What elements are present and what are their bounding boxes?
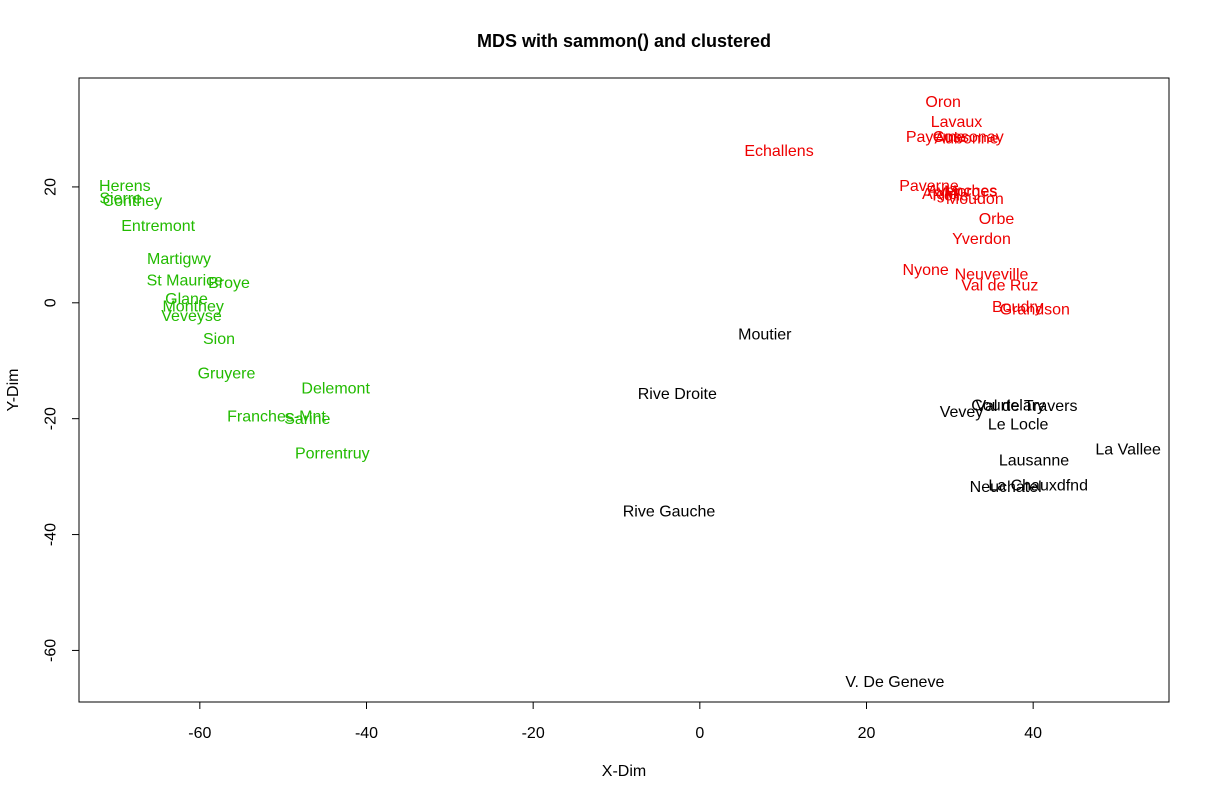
x-tick-label: 40 bbox=[1024, 725, 1042, 742]
point-label: La Vallee bbox=[1095, 441, 1161, 458]
point-label: Glane bbox=[165, 291, 208, 308]
y-tick-label: 0 bbox=[43, 298, 60, 307]
point-label: Gruyere bbox=[198, 366, 256, 383]
point-label: Monthey bbox=[162, 298, 223, 315]
point-label: Payerne bbox=[906, 129, 966, 146]
point-label: Boudry bbox=[992, 299, 1043, 316]
x-tick-label: -40 bbox=[355, 725, 378, 742]
point-label: Morges bbox=[944, 184, 997, 201]
point-label: La Chauxdfnd bbox=[988, 477, 1088, 494]
point-label: Le Locle bbox=[988, 417, 1049, 434]
y-tick-label: 20 bbox=[43, 178, 60, 196]
point-label: Moutier bbox=[738, 327, 792, 344]
point-label: Val de Ruz bbox=[961, 278, 1038, 295]
point-label: Sierre bbox=[99, 191, 142, 208]
chart-title: MDS with sammon() and clustered bbox=[477, 31, 771, 51]
y-axis-label: Y-Dim bbox=[5, 369, 22, 412]
plot-frame bbox=[78, 77, 1170, 703]
point-label: Vevey bbox=[940, 404, 984, 421]
point-label: Lavaux bbox=[931, 114, 983, 131]
point-label: Rive Gauche bbox=[623, 503, 716, 520]
x-tick-label: 0 bbox=[695, 725, 704, 742]
point-label: V. De Geneve bbox=[845, 674, 944, 691]
point-label: Paverne bbox=[899, 178, 959, 195]
point-label: Aigle bbox=[922, 186, 958, 203]
point-label: Delemont bbox=[301, 381, 370, 398]
point-label: Lausanne bbox=[999, 452, 1069, 469]
x-tick-label: -60 bbox=[188, 725, 211, 742]
point-label: Courtelary bbox=[971, 397, 1045, 414]
x-axis-label: X-Dim bbox=[602, 763, 646, 780]
point-label: Herens bbox=[99, 178, 151, 195]
point-label: Aubonne bbox=[934, 130, 998, 147]
point-label: Veveyse bbox=[161, 308, 222, 325]
x-tick-label: 20 bbox=[858, 725, 876, 742]
point-label: Oron bbox=[925, 94, 961, 111]
point-label: Sarine bbox=[284, 411, 330, 428]
point-label: St Maurice bbox=[147, 272, 224, 289]
y-axis: -60 -40 -20 0 20 bbox=[43, 178, 80, 662]
point-label: Rolle bbox=[932, 188, 969, 205]
point-label: Franches-Mnt bbox=[227, 408, 326, 425]
point-label: Grandson bbox=[1000, 301, 1070, 318]
y-tick-label: -60 bbox=[43, 639, 60, 662]
point-label: Cossonay bbox=[933, 129, 1004, 146]
point-label: Orbe bbox=[979, 211, 1015, 228]
x-axis: -60 -40 -20 0 20 40 bbox=[188, 701, 1042, 742]
point-label: Echallens bbox=[744, 143, 813, 160]
point-label: Avenches bbox=[927, 183, 997, 200]
point-label: Sion bbox=[203, 331, 235, 348]
x-tick-label: -20 bbox=[522, 725, 545, 742]
point-label: Porrentruy bbox=[295, 446, 370, 463]
point-label: Conthey bbox=[103, 193, 163, 210]
y-tick-label: -20 bbox=[43, 407, 60, 430]
point-label: Entremont bbox=[121, 218, 195, 235]
point-label: Rive Droite bbox=[638, 386, 717, 403]
point-label: Val de Travers bbox=[976, 398, 1078, 415]
point-label: Nyone bbox=[903, 262, 949, 279]
point-label: Neuchatel bbox=[970, 479, 1042, 496]
point-label: Martigwy bbox=[147, 251, 211, 268]
point-label: Moudon bbox=[946, 191, 1004, 208]
point-label: Neuveville bbox=[955, 266, 1029, 283]
point-label: Broye bbox=[208, 275, 250, 292]
y-tick-label: -40 bbox=[43, 523, 60, 546]
point-label: Yverdon bbox=[952, 231, 1011, 248]
